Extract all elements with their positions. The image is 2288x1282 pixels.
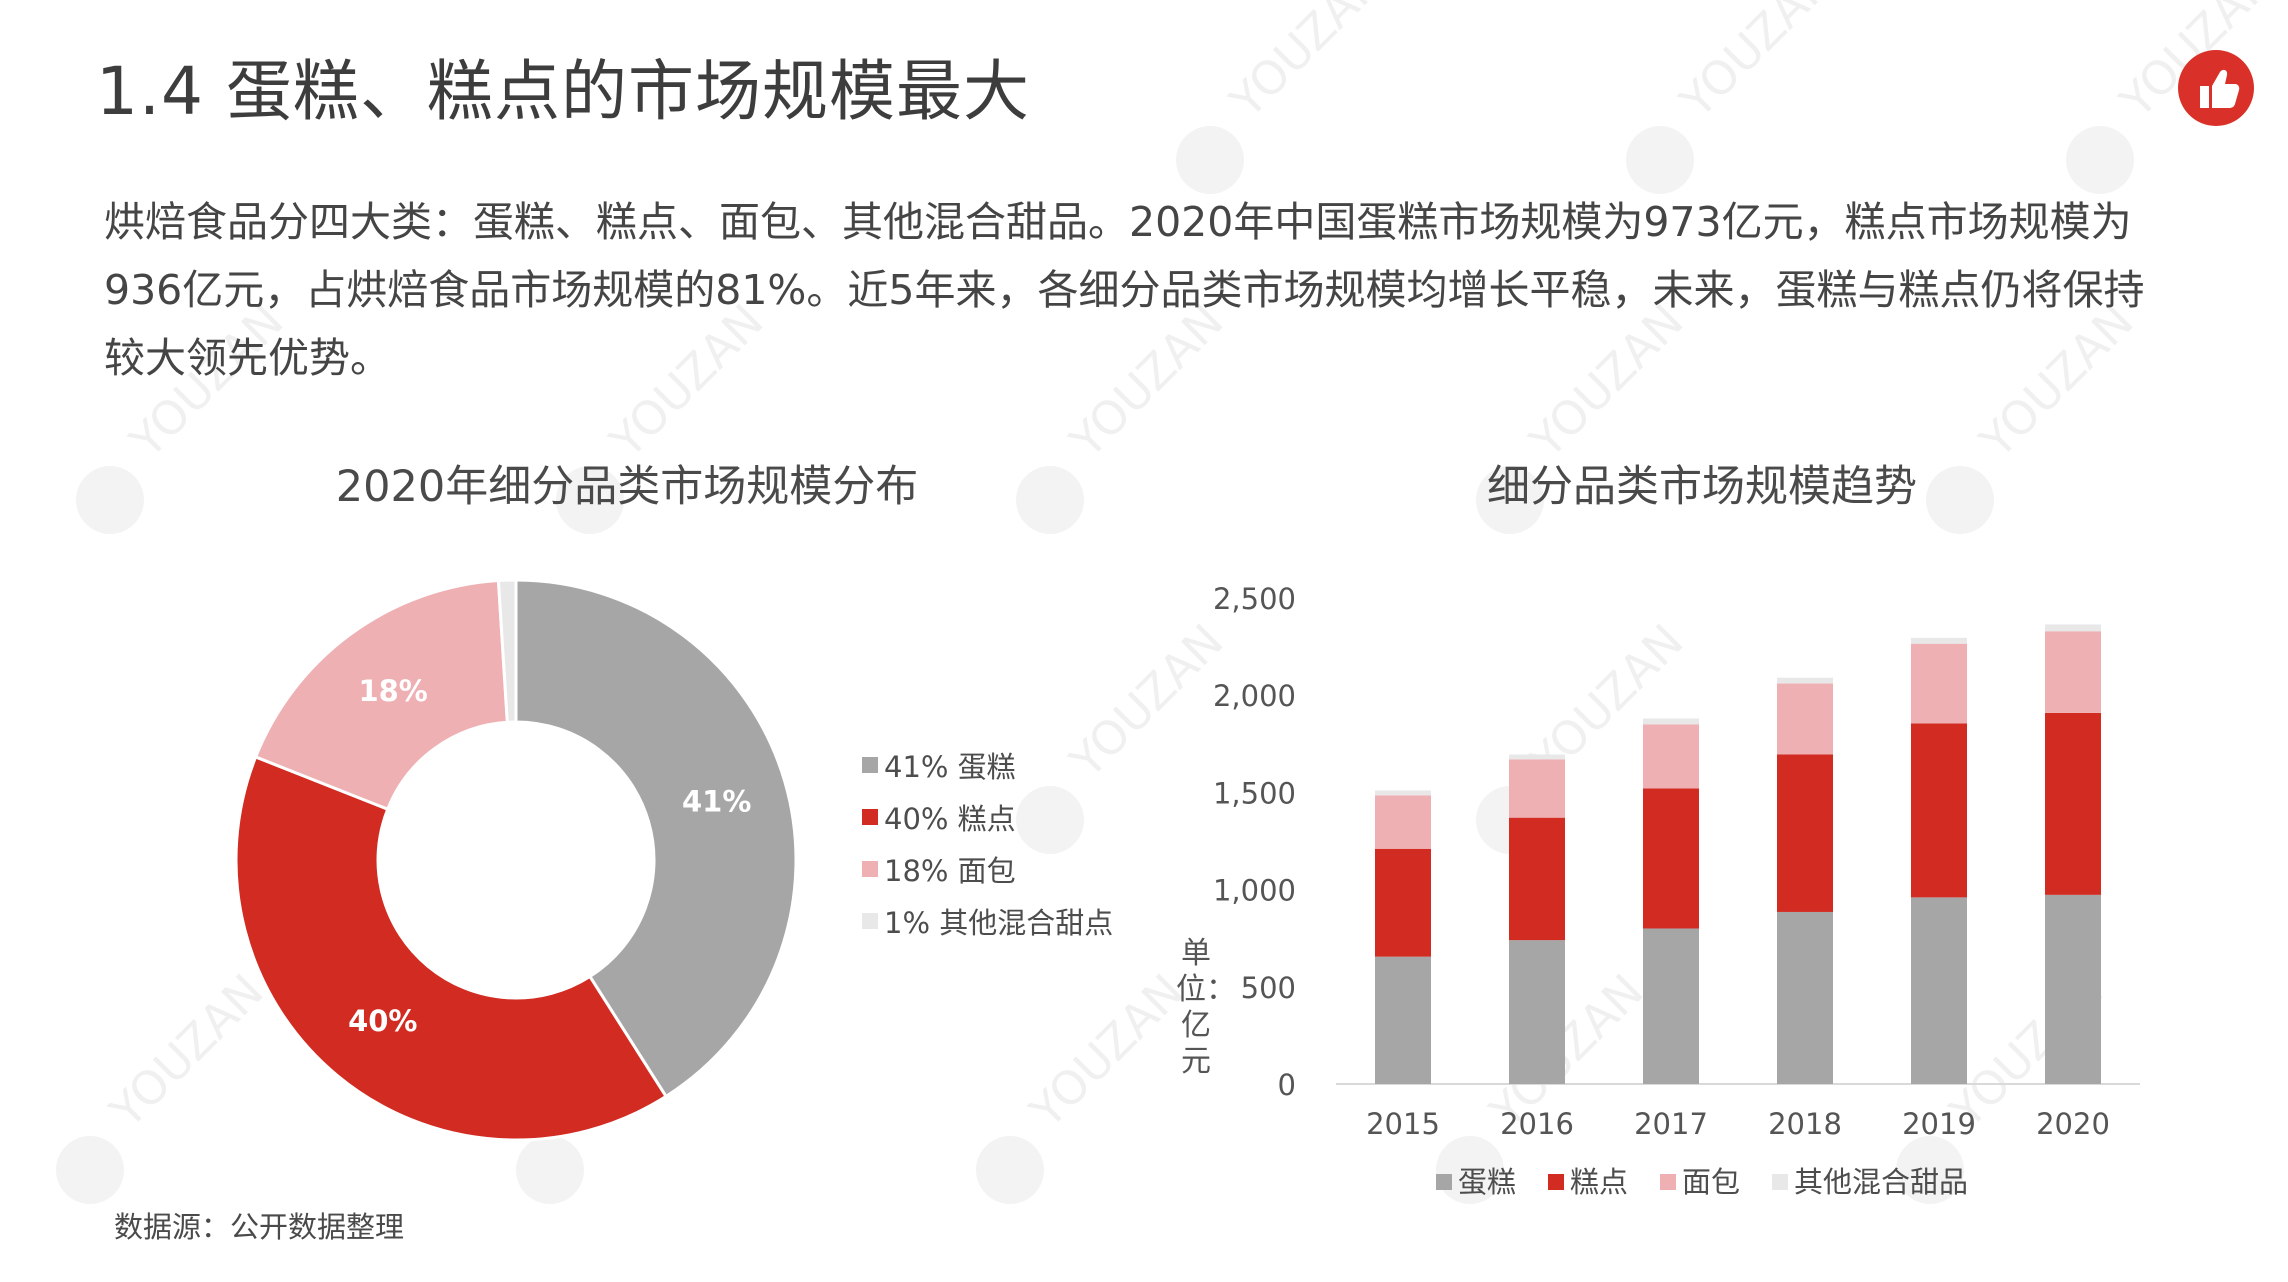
legend-label: 41% 蛋糕 [884, 750, 1016, 784]
x-tick-label: 2016 [1500, 1107, 1574, 1141]
pie-slice-1 [514, 578, 798, 1099]
pie-data-label: 40% [348, 1004, 417, 1038]
x-tick-label: 2019 [1902, 1107, 1976, 1141]
bar-segment [1509, 817, 1565, 941]
watermark-thumb-icon [1926, 466, 1994, 534]
bar-segment [1375, 795, 1431, 849]
bar-segment [1643, 928, 1699, 1084]
watermark-thumb-icon [1626, 126, 1694, 194]
donut-chart: 41% 40% 18% [234, 578, 798, 1142]
bar-segment [2045, 631, 2101, 713]
legend-swatch [862, 809, 878, 825]
bar-segment [1509, 754, 1565, 760]
y-tick-label: 500 [1241, 971, 1296, 1005]
bar-segment [1375, 790, 1431, 796]
legend-item-bread: 18% 面包 [862, 848, 1016, 890]
legend-item-other: 1% 其他混合甜点 [862, 900, 1113, 942]
legend-label: 其他混合甜品 [1794, 1165, 1968, 1199]
donut-chart-title: 2020年细分品类市场规模分布 [335, 462, 919, 512]
pie-slice-2 [234, 754, 669, 1142]
watermark-text: YOUZAN [1669, 0, 1844, 128]
legend-swatch [862, 861, 878, 877]
legend-swatch [862, 757, 878, 773]
y-tick-label: 2,000 [1213, 679, 1296, 713]
bar-segment [1375, 956, 1431, 1084]
legend-swatch [862, 913, 878, 929]
legend-label: 1% 其他混合甜点 [884, 906, 1114, 940]
x-tick-label: 2018 [1768, 1107, 1842, 1141]
y-tick-label: 2,500 [1213, 582, 1296, 616]
intro-paragraph: 烘焙食品分四大类：蛋糕、糕点、面包、其他混合甜品。2020年中国蛋糕市场规模为9… [104, 198, 2145, 382]
watermark-text: YOUZAN [1219, 0, 1394, 128]
legend-swatch [1548, 1174, 1564, 1190]
pie-data-label: 18% [358, 674, 427, 708]
legend-label: 糕点 [1570, 1165, 1628, 1199]
bar-segment [1911, 723, 1967, 898]
bar-segment [1911, 637, 1967, 644]
legend-item-pastry: 40% 糕点 [862, 796, 1016, 838]
data-source-note: 数据源：公开数据整理 [114, 1210, 405, 1244]
legend-swatch [1772, 1174, 1788, 1190]
y-tick-label: 0 [1278, 1068, 1296, 1102]
bar-segment [1509, 940, 1565, 1084]
bar-segment [1777, 911, 1833, 1084]
bar-segment [2045, 624, 2101, 632]
legend-item-cake: 41% 蛋糕 [862, 744, 1016, 786]
y-axis-unit-label: 单位：亿元 [1176, 936, 1236, 1079]
legend-label: 面包 [1682, 1165, 1740, 1199]
watermark-thumb-icon [2066, 126, 2134, 194]
bar-segment [1375, 848, 1431, 957]
x-tick-label: 2020 [2036, 1107, 2110, 1141]
legend-swatch [1436, 1174, 1452, 1190]
stacked-bar-chart: 0 500 1,000 1,500 2,000 2,500 2015 2016 2017 2018… [1213, 582, 2140, 1199]
thumbs-up-icon [2178, 50, 2254, 126]
bar-segment [2045, 712, 2101, 895]
bar-segment [1911, 897, 1967, 1084]
y-tick-label: 1,500 [1213, 776, 1296, 810]
bar-segment [1509, 759, 1565, 818]
x-tick-label: 2015 [1366, 1107, 1440, 1141]
bar-segment [1643, 724, 1699, 789]
pie-slice-4 [496, 578, 518, 724]
bar-chart-title: 细分品类市场规模趋势 [1487, 462, 1917, 512]
bar-segment [1911, 643, 1967, 724]
bar-segment [2045, 894, 2101, 1084]
legend-label: 40% 糕点 [884, 802, 1016, 836]
x-tick-label: 2017 [1634, 1107, 1708, 1141]
legend-swatch [1660, 1174, 1676, 1190]
pie-data-label: 41% [682, 785, 751, 819]
legend-label: 蛋糕 [1458, 1165, 1516, 1199]
bar-segment [1777, 683, 1833, 755]
legend-label: 18% 面包 [884, 854, 1016, 888]
watermark-thumb-icon [1176, 126, 1244, 194]
bar-segment [1643, 718, 1699, 725]
pie-slice-3 [253, 578, 509, 812]
bar-segment [1777, 754, 1833, 912]
bar-segment [1777, 677, 1833, 684]
bar-segment [1643, 788, 1699, 929]
page-title: 1.4 蛋糕、糕点的市场规模最大 [96, 53, 1030, 130]
y-tick-label: 1,000 [1213, 874, 1296, 908]
